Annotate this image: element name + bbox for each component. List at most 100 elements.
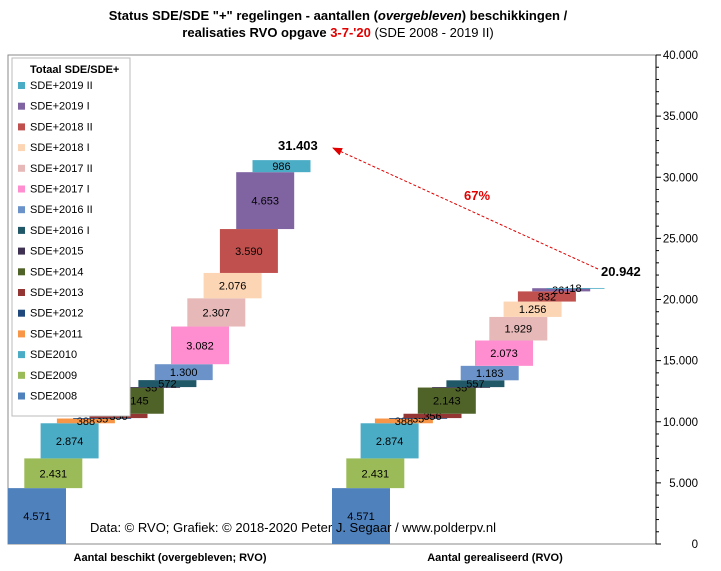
legend-box xyxy=(11,57,131,417)
percentage-label: 67% xyxy=(464,188,490,203)
bar-segment xyxy=(432,387,491,388)
bar-value-label: 1.256 xyxy=(519,304,547,316)
bar-segment xyxy=(138,380,197,388)
bar-value-label: 4.653 xyxy=(251,196,279,208)
legend-item-label: SDE+2016 II xyxy=(30,204,93,216)
legend-swatch xyxy=(18,371,25,379)
y-tick-label: 40.000 xyxy=(663,50,698,62)
legend-item-label: SDE2008 xyxy=(30,391,77,403)
bar-segment xyxy=(517,291,576,302)
bar-segment xyxy=(187,298,246,327)
legend-swatch xyxy=(18,268,25,276)
total-label-gerealiseerd: 20.942 xyxy=(601,264,641,279)
bar-segment xyxy=(346,458,405,489)
bar-segment xyxy=(332,488,390,544)
bar-value-label: 2.073 xyxy=(490,348,518,360)
legend-swatch xyxy=(18,289,25,296)
category-label-gerealiseerd: Aantal gerealiseerd (RVO) xyxy=(427,552,563,564)
legend-item-label: SDE+2019 I xyxy=(30,101,90,113)
bar-value-label: 3.590 xyxy=(235,246,263,258)
bar-value-label: 557 xyxy=(466,379,484,391)
bar-value-label: 261 xyxy=(552,285,570,297)
legend-swatch xyxy=(18,102,25,110)
percentage-arrow xyxy=(332,147,599,270)
y-axis: 0 5.000 10.000 15.000 20.000 25.000 30.000 35.0… xyxy=(656,50,698,551)
bar-segment xyxy=(8,488,66,544)
y-tick-label: 0 xyxy=(692,539,698,551)
bar-segment xyxy=(56,418,115,424)
bar-value-label: 18 xyxy=(569,283,581,295)
legend-item-label: SDE+2017 I xyxy=(30,184,90,196)
legend-title: Totaal SDE/SDE+ xyxy=(30,64,119,76)
y-tick-label: 25.000 xyxy=(663,233,698,245)
bar-value-label: 2.076 xyxy=(219,281,247,293)
legend-swatch xyxy=(18,164,25,172)
legend-swatch xyxy=(18,206,25,214)
chart-title-line1: Status SDE/SDE "+" regelingen - aantalle… xyxy=(109,8,568,23)
bar-segment xyxy=(154,364,213,381)
bar-value-label: 2.143 xyxy=(433,396,461,408)
bar-segment xyxy=(219,229,278,273)
legend-item-label: SDE+2018 II xyxy=(30,121,93,133)
bar-value-label: 1.929 xyxy=(505,324,533,336)
legend-swatch xyxy=(18,330,25,338)
legend-swatch xyxy=(18,144,25,152)
legend-item-label: SDE+2016 I xyxy=(30,225,90,237)
bar-segment xyxy=(236,172,295,230)
y-tick-label: 35.000 xyxy=(663,111,698,123)
chart-title-line2: realisaties RVO opgave 3-7-'20 (SDE 2008… xyxy=(182,25,493,40)
bar-segment xyxy=(489,316,548,341)
bar-segment xyxy=(360,423,419,459)
bar-value-label: 572 xyxy=(158,379,176,391)
legend-swatch xyxy=(18,351,25,359)
legend-swatch xyxy=(18,82,25,89)
bar-segment xyxy=(460,365,519,381)
bar-segment xyxy=(389,418,448,419)
bar-value-label: 356 xyxy=(423,411,441,423)
y-tick-label: 10.000 xyxy=(663,417,698,429)
legend-swatch xyxy=(18,226,25,234)
bar-segment xyxy=(24,458,83,489)
bar-segment xyxy=(122,387,181,388)
bar-value-label: 2.874 xyxy=(376,436,404,448)
legend-item-label: SDE+2011 xyxy=(30,328,83,340)
legend-item-label: SDE2010 xyxy=(30,349,77,361)
bar-segment xyxy=(374,418,433,424)
y-tick-label: 15.000 xyxy=(663,356,698,368)
legend-item-label: SDE2009 xyxy=(30,370,77,382)
bar-value-label: 3.082 xyxy=(186,340,214,352)
bar-value-label: 2.307 xyxy=(203,307,231,319)
bar-segment xyxy=(252,160,311,173)
bar-segment xyxy=(503,301,562,317)
bar-segment xyxy=(446,380,505,388)
legend-swatch xyxy=(18,185,25,193)
bar-value-label: 2.431 xyxy=(40,468,68,480)
bar-value-label: 2.431 xyxy=(362,468,390,480)
legend-item-label: SDE+2012 xyxy=(30,308,84,320)
bar-value-label: 986 xyxy=(272,161,290,173)
category-label-beschikt: Aantal beschikt (overgebleven; RVO) xyxy=(74,552,267,564)
bar-value-label: 832 xyxy=(538,291,556,303)
credit-text: Data: © RVO; Grafiek: © 2018-2020 Peter … xyxy=(90,520,496,535)
y-tick-label: 5.000 xyxy=(669,478,698,490)
bar-segment xyxy=(40,423,99,459)
bar-segment xyxy=(417,387,476,414)
y-tick-label: 30.000 xyxy=(663,172,698,184)
legend-item-label: SDE+2018 I xyxy=(30,142,90,154)
bar-segment xyxy=(403,413,462,419)
bar-segment xyxy=(171,326,229,365)
legend-swatch xyxy=(18,247,25,255)
legend-item-label: SDE+2017 II xyxy=(30,163,93,175)
legend-swatch xyxy=(18,123,25,131)
bar-segment xyxy=(532,288,591,292)
legend-item-label: SDE+2015 xyxy=(30,246,84,258)
legend-swatch xyxy=(18,309,25,317)
bar-value-label: 1.183 xyxy=(476,368,504,380)
bar-value-label: 2.874 xyxy=(56,436,84,448)
bar-segment xyxy=(475,340,533,366)
legend-item-label: SDE+2013 xyxy=(30,287,84,299)
legend: SDE+2019 II SDE+2019 I SDE+2018 II SDE+2018… xyxy=(18,80,93,403)
bar-value-label: 4.571 xyxy=(23,511,51,523)
bar-segment xyxy=(73,418,132,419)
bar-segment xyxy=(203,272,262,299)
